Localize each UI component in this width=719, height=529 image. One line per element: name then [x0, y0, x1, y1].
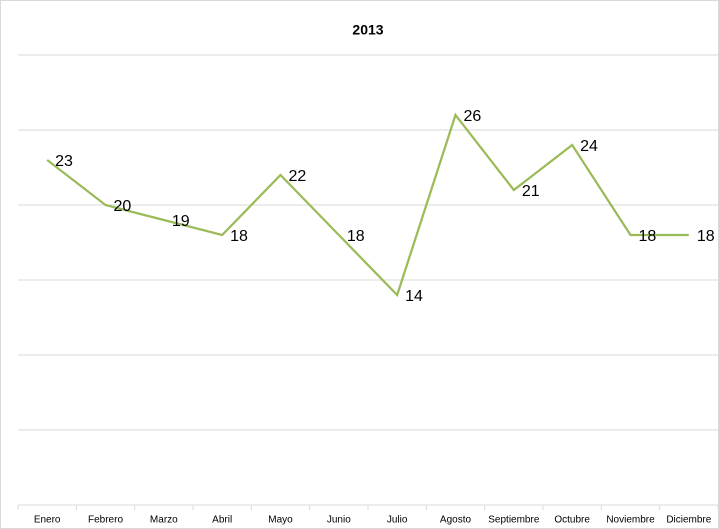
data-label: 18 [347, 228, 365, 245]
data-label: 14 [405, 288, 423, 305]
x-tick-label: Abril [212, 515, 232, 526]
data-label: 20 [114, 198, 132, 215]
chart-title: 2013 [352, 22, 383, 38]
x-tick-label: Noviembre [606, 515, 655, 526]
x-tick-label: Octubre [554, 515, 590, 526]
data-label: 18 [697, 228, 715, 245]
x-tick-label: Enero [34, 515, 61, 526]
data-label: 21 [522, 183, 540, 200]
data-label: 19 [172, 213, 190, 230]
data-label: 24 [580, 138, 598, 155]
data-label: 22 [289, 168, 307, 185]
data-label: 26 [464, 108, 482, 125]
x-tick-label: Mayo [268, 515, 293, 526]
x-tick-label: Febrero [88, 515, 123, 526]
data-label: 18 [639, 228, 657, 245]
x-tick-label: Marzo [150, 515, 178, 526]
x-tick-label: Diciembre [666, 515, 711, 526]
data-label: 23 [55, 153, 73, 170]
x-tick-label: Junio [327, 515, 351, 526]
x-tick-label: Julio [387, 515, 408, 526]
x-tick-label: Septiembre [488, 515, 540, 526]
line [46, 112, 689, 298]
x-tick-label: Agosto [440, 515, 472, 526]
data-label: 18 [230, 228, 248, 245]
